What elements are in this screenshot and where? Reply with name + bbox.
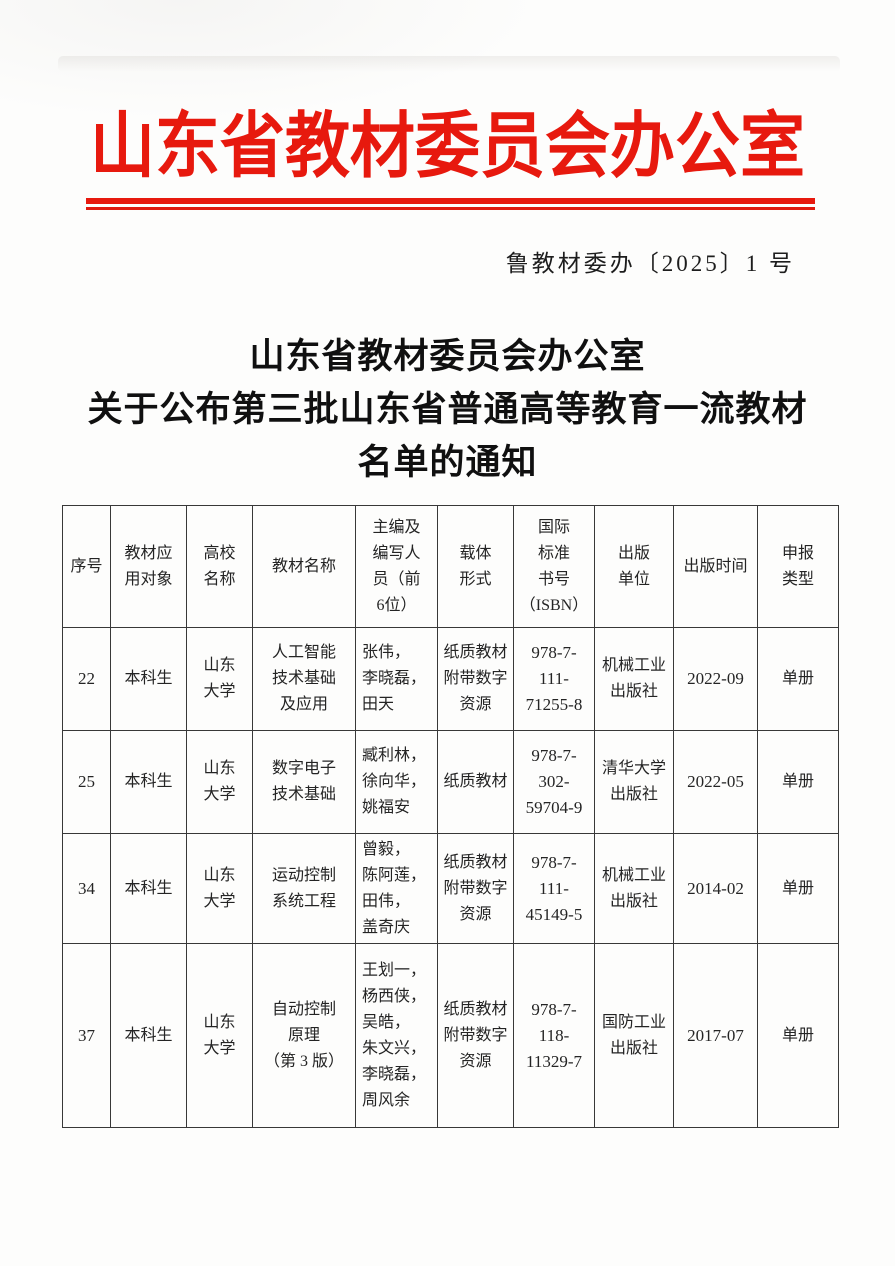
cell-publisher: 清华大学 出版社 [594,730,674,834]
cell-isbn: 978-7- 111- 71255-8 [513,627,595,731]
col-header-publisher: 出版 单位 [594,505,674,628]
notice-title-line-3: 名单的通知 [357,443,538,482]
cell-application-type: 单册 [757,730,839,834]
cell-pub-date: 2022-05 [673,730,758,834]
cell-university: 山东 大学 [186,730,253,834]
cell-audience: 本科生 [110,627,187,731]
red-divider [86,198,815,210]
cell-textbook-name: 自动控制 原理 （第 3 版） [252,943,356,1128]
red-divider-thin-line [86,207,815,210]
doc-number: 鲁教材委办〔2025〕1 号 [505,251,795,276]
red-divider-thick-line [86,198,815,204]
cell-audience: 本科生 [110,730,187,834]
cell-editors: 曾毅， 陈阿莲， 田伟， 盖奇庆 [355,833,438,944]
col-header-university: 高校 名称 [186,505,253,628]
cell-isbn: 978-7- 118- 11329-7 [513,943,595,1128]
cell-university: 山东 大学 [186,627,253,731]
cell-editors: 臧利林， 徐向华， 姚福安 [355,730,438,834]
cell-format: 纸质教材 附带数字 资源 [437,943,514,1128]
table-row: 37 本科生 山东 大学 自动控制 原理 （第 3 版） 王划一， 杨西侠， 吴… [62,943,839,1128]
cell-seq: 22 [62,627,111,731]
masthead-title: 山东省教材委员会办公室 [89,107,805,187]
col-header-isbn: 国际 标准 书号 （ISBN） [513,505,595,628]
cell-application-type: 单册 [757,627,839,731]
col-header-pub-date: 出版时间 [673,505,758,628]
cell-isbn: 978-7- 111- 45149-5 [513,833,595,944]
cell-publisher: 国防工业 出版社 [594,943,674,1128]
col-header-editors: 主编及 编写人 员（前 6位） [355,505,438,628]
cell-textbook-name: 人工智能 技术基础 及应用 [252,627,356,731]
cell-pub-date: 2014-02 [673,833,758,944]
col-header-format: 载体 形式 [437,505,514,628]
cell-format: 纸质教材 附带数字 资源 [437,833,514,944]
table-row: 22 本科生 山东 大学 人工智能 技术基础 及应用 张伟， 李晓磊， 田天 纸… [62,627,839,731]
cell-textbook-name: 运动控制 系统工程 [252,833,356,944]
cell-application-type: 单册 [757,943,839,1128]
table-row: 34 本科生 山东 大学 运动控制 系统工程 曾毅， 陈阿莲， 田伟， 盖奇庆 … [62,833,839,944]
cell-seq: 37 [62,943,111,1128]
cell-format: 纸质教材 [437,730,514,834]
cell-pub-date: 2022-09 [673,627,758,731]
textbook-list-table: 序号 教材应 用对象 高校 名称 教材名称 主编及 编写人 员（前 6位） 载体… [62,505,839,1128]
cell-isbn: 978-7- 302- 59704-9 [513,730,595,834]
cell-textbook-name: 数字电子 技术基础 [252,730,356,834]
cell-audience: 本科生 [110,943,187,1128]
cell-publisher: 机械工业 出版社 [594,627,674,731]
cell-seq: 34 [62,833,111,944]
cell-university: 山东 大学 [186,833,253,944]
col-header-audience: 教材应 用对象 [110,505,187,628]
table-row: 25 本科生 山东 大学 数字电子 技术基础 臧利林， 徐向华， 姚福安 纸质教… [62,730,839,834]
col-header-seq: 序号 [62,505,111,628]
notice-title-line-2: 关于公布第三批山东省普通高等教育一流教材 [87,390,808,429]
table-header-row: 序号 教材应 用对象 高校 名称 教材名称 主编及 编写人 员（前 6位） 载体… [62,505,839,628]
cell-seq: 25 [62,730,111,834]
cell-editors: 王划一， 杨西侠， 吴皓， 朱文兴， 李晓磊， 周风余 [355,943,438,1128]
cell-university: 山东 大学 [186,943,253,1128]
col-header-application-type: 申报 类型 [757,505,839,628]
cell-application-type: 单册 [757,833,839,944]
cell-editors: 张伟， 李晓磊， 田天 [355,627,438,731]
cell-pub-date: 2017-07 [673,943,758,1128]
cell-audience: 本科生 [110,833,187,944]
cell-format: 纸质教材 附带数字 资源 [437,627,514,731]
col-header-textbook-name: 教材名称 [252,505,356,628]
notice-title: 山东省教材委员会办公室 关于公布第三批山东省普通高等教育一流教材 名单的通知 [0,330,895,489]
notice-title-line-1: 山东省教材委员会办公室 [249,337,646,376]
scan-artifact [58,56,840,72]
cell-publisher: 机械工业 出版社 [594,833,674,944]
